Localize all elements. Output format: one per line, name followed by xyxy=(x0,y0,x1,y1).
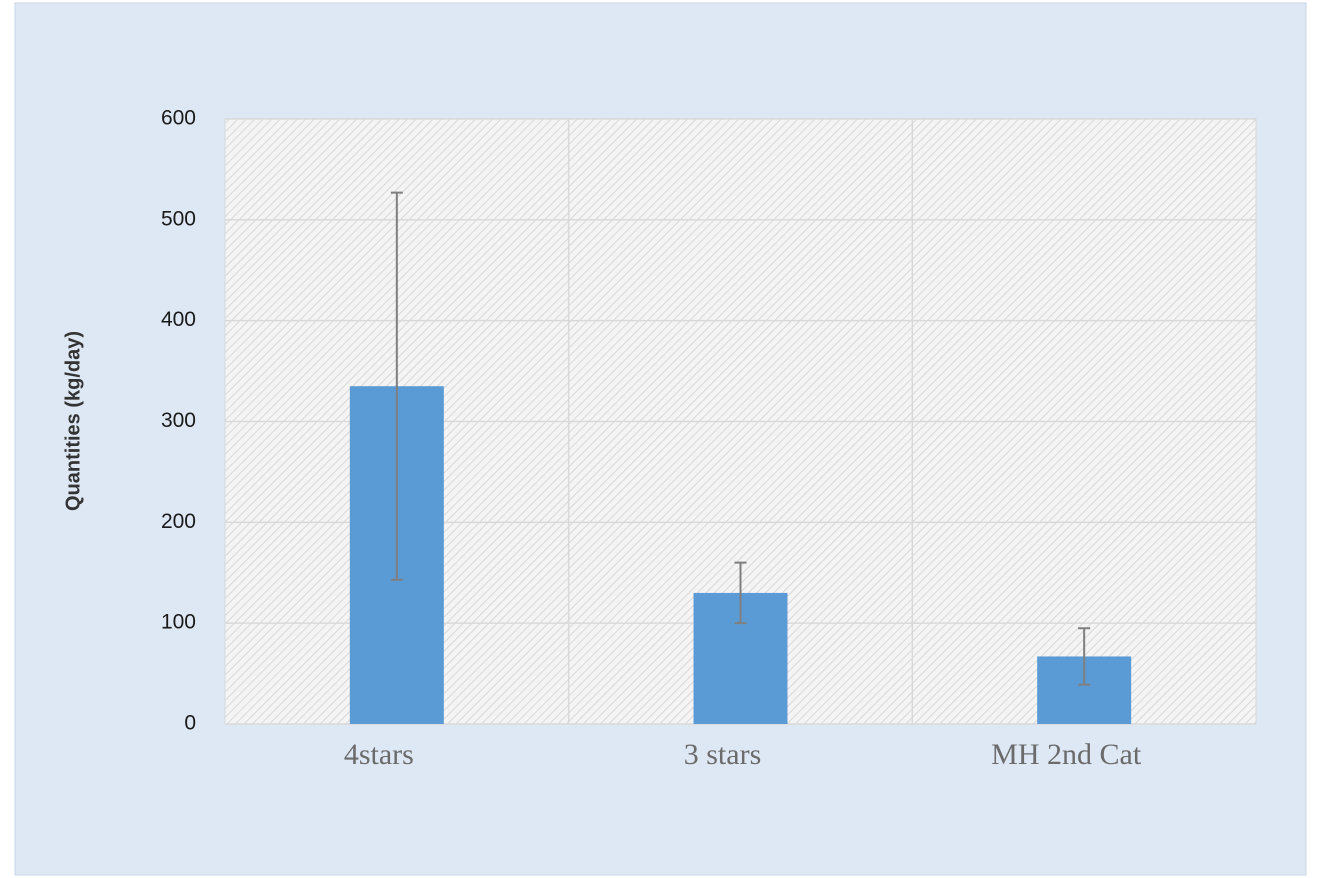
y-tick-label: 200 xyxy=(161,510,196,533)
y-tick-label: 100 xyxy=(161,611,196,634)
x-tick-label: 4stars xyxy=(344,738,414,771)
y-tick-label: 600 xyxy=(161,107,196,130)
y-tick-label: 500 xyxy=(161,207,196,230)
y-axis-label: Quantities (kg/day) xyxy=(62,331,84,511)
y-tick-label: 300 xyxy=(161,409,196,432)
y-tick-label: 0 xyxy=(184,712,196,735)
error-bar xyxy=(1078,627,1091,686)
x-tick-label: MH 2nd Cat xyxy=(991,738,1142,771)
y-tick-label: 400 xyxy=(161,308,196,331)
x-tick-label: 3 stars xyxy=(684,738,762,771)
error-bar xyxy=(734,561,747,625)
error-bar xyxy=(390,191,403,581)
